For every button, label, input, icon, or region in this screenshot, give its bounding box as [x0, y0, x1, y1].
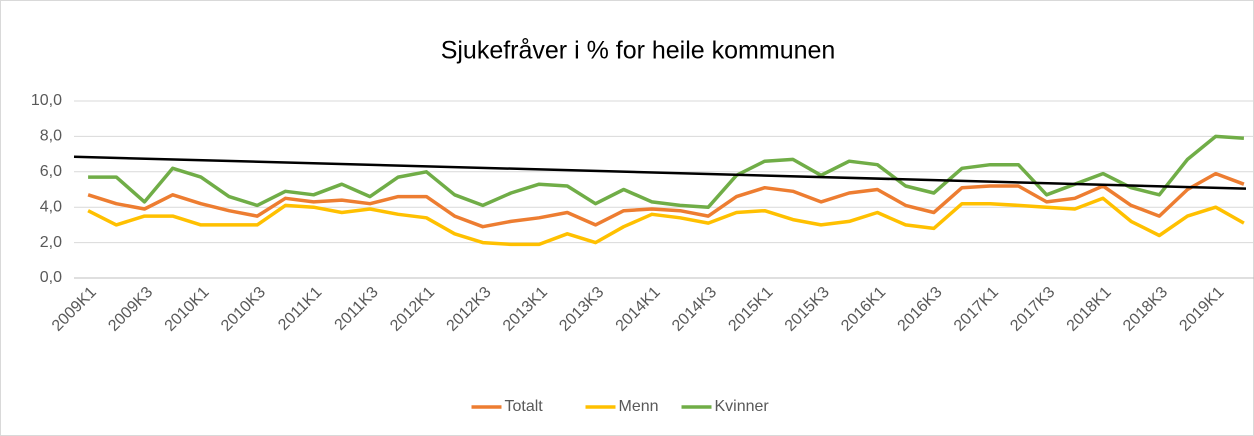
legend-label: Totalt — [505, 398, 544, 415]
legend-label: Kvinner — [715, 398, 770, 415]
y-tick-label: 10,0 — [31, 92, 62, 109]
chart-title: Sjukefråver i % for heile kommunen — [441, 37, 836, 65]
y-tick-label: 4,0 — [40, 198, 62, 215]
legend-label: Menn — [619, 398, 659, 415]
series-line — [87, 171, 1245, 229]
trendline — [73, 155, 1247, 190]
y-tick-label: 8,0 — [40, 128, 62, 145]
y-tick-label: 2,0 — [40, 234, 62, 251]
y-tick-label: 6,0 — [40, 163, 62, 180]
y-tick-label: 0,0 — [40, 269, 62, 286]
series-line — [87, 196, 1245, 247]
series-line — [88, 134, 1245, 209]
